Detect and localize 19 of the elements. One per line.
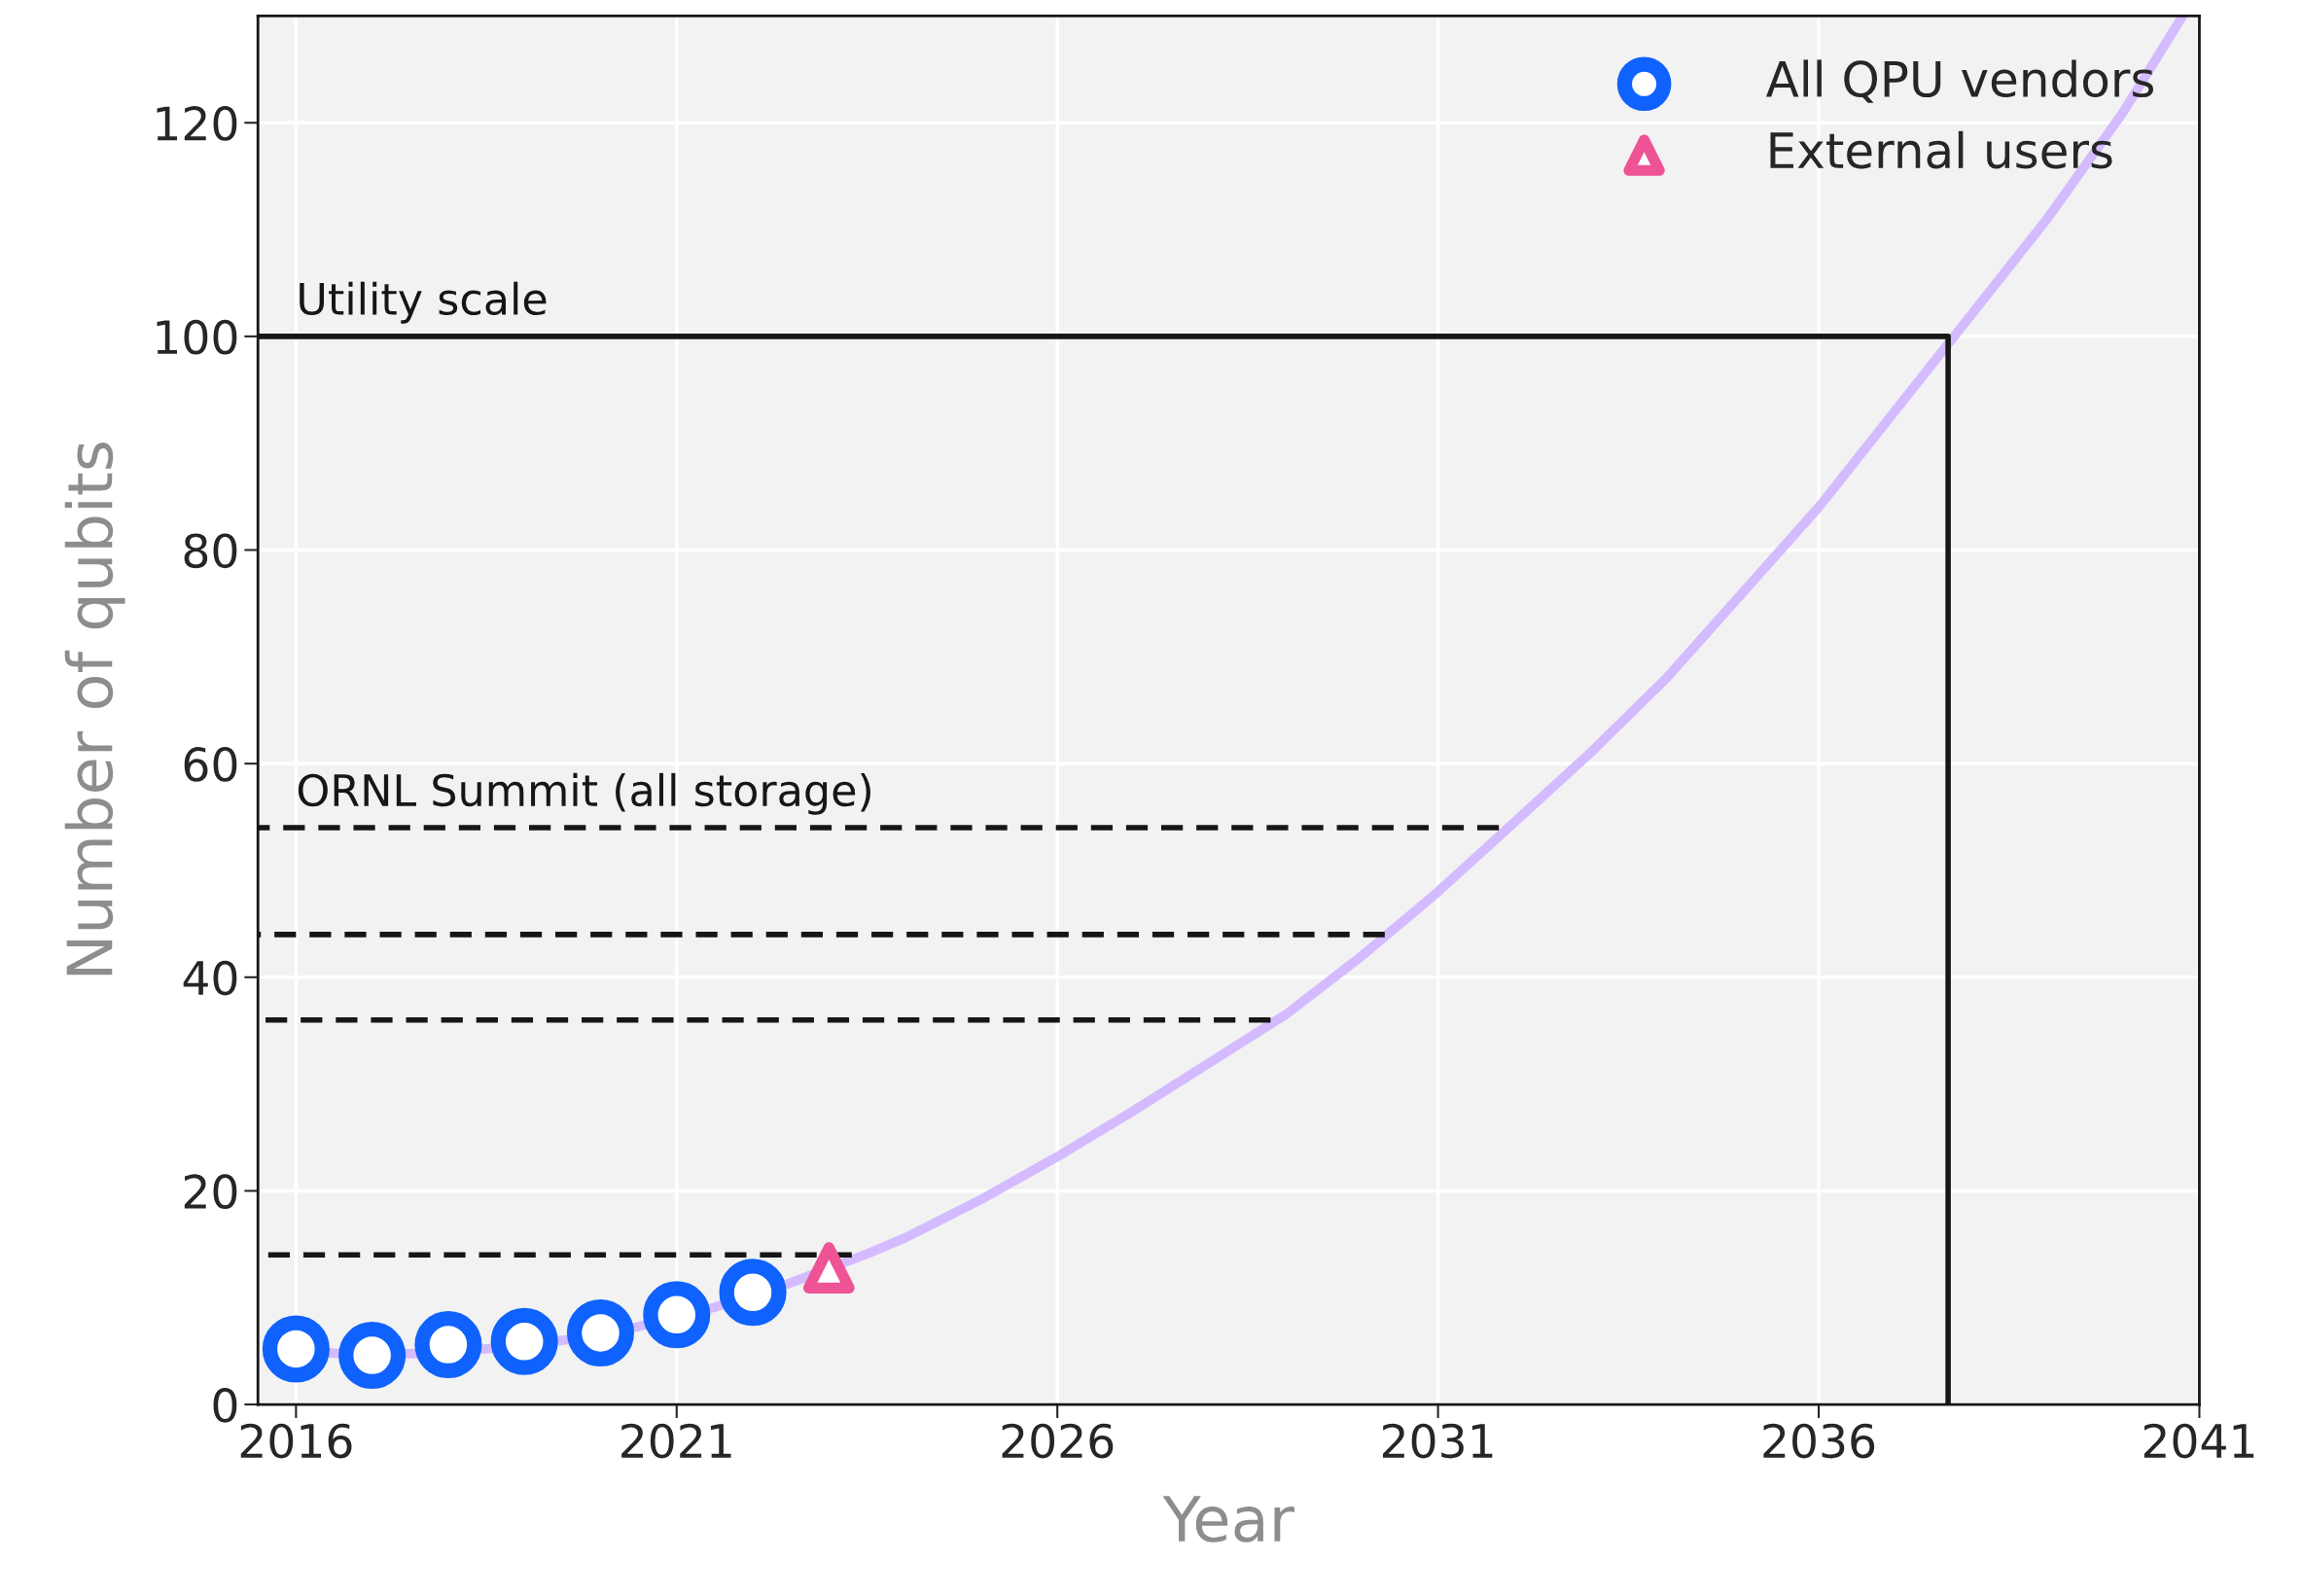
x-tick-label: 2016 <box>240 1423 352 1459</box>
legend-label: All QPU vendors <box>1765 59 2153 103</box>
y-tick-label: 20 <box>184 1174 237 1210</box>
y-tick-label: 100 <box>157 319 237 355</box>
series-label: ORNL Summit (all storage) <box>298 772 870 815</box>
x-tick-label: 2031 <box>1382 1423 1493 1459</box>
y-axis-title: Number of qubits <box>64 443 125 975</box>
y-tick-label: 60 <box>184 747 237 782</box>
x-axis-title: Year <box>1162 1496 1294 1543</box>
x-tick-label: 2041 <box>2144 1423 2254 1459</box>
legend-label: External users <box>1770 130 2112 169</box>
y-tick-label: 80 <box>184 533 237 569</box>
y-tick-label: 120 <box>157 106 237 141</box>
x-tick-label: 2021 <box>621 1423 731 1459</box>
series-label: Utility scale <box>300 281 547 324</box>
y-tick-label: 40 <box>183 960 237 996</box>
y-tick-label: 0 <box>213 1387 237 1423</box>
x-tick-label: 2026 <box>1002 1423 1114 1459</box>
x-tick-label: 2036 <box>1763 1423 1875 1459</box>
